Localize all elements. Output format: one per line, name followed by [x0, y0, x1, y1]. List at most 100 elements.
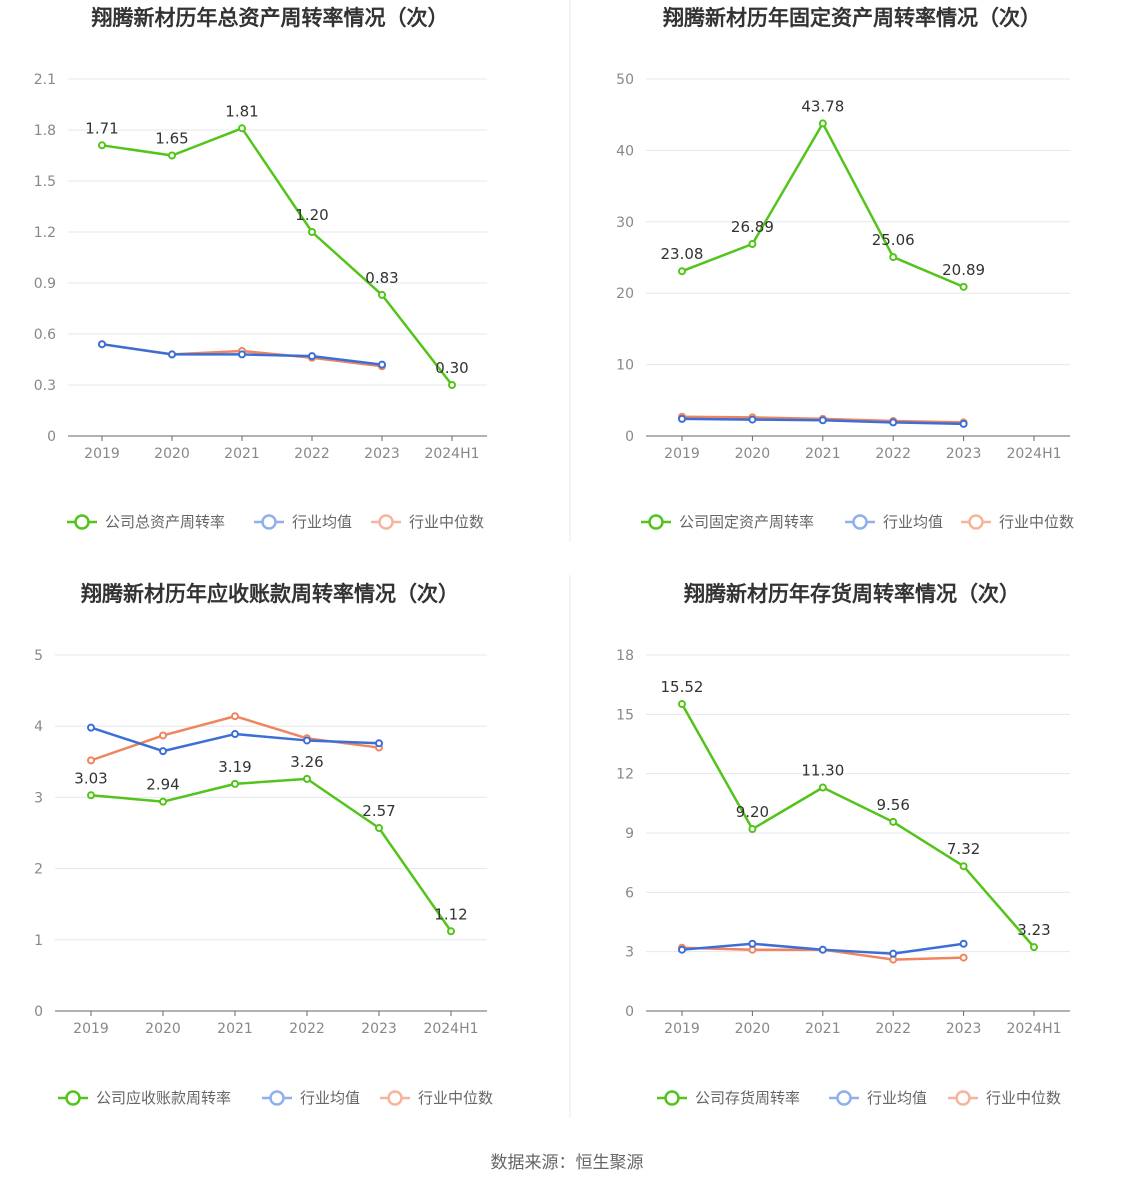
y-tick-label: 30	[616, 215, 634, 231]
data-point-company[interactable]	[447, 927, 455, 936]
data-point-company[interactable]	[168, 151, 176, 160]
chart-title: 翔腾新材历年存货周转率情况（次）	[684, 582, 1020, 606]
y-tick-label: 0	[47, 429, 56, 445]
data-point-company[interactable]	[238, 124, 246, 133]
data-point-avg[interactable]	[168, 350, 176, 359]
data-point-company[interactable]	[231, 779, 239, 788]
legend-item-median[interactable]: 行业中位数	[380, 1089, 493, 1107]
data-point-avg[interactable]	[678, 945, 686, 954]
data-point-avg[interactable]	[959, 939, 968, 948]
data-label: 9.20	[736, 803, 769, 821]
data-point-company[interactable]	[748, 240, 757, 249]
legend-item-median[interactable]: 行业中位数	[371, 513, 484, 531]
legend-label: 公司固定资产周转率	[679, 513, 814, 531]
data-point-company[interactable]	[959, 862, 968, 871]
x-tick-label: 2021	[217, 1021, 253, 1037]
x-tick-label: 2022	[289, 1021, 325, 1037]
legend-item-median[interactable]: 行业中位数	[961, 513, 1074, 531]
x-tick-label: 2023	[946, 446, 982, 462]
legend-item-company[interactable]: 公司固定资产周转率	[641, 513, 814, 531]
y-tick-label: 1.2	[34, 225, 56, 241]
data-point-avg[interactable]	[748, 415, 757, 424]
data-point-avg[interactable]	[959, 419, 968, 428]
legend-item-company[interactable]: 公司应收账款周转率	[58, 1089, 231, 1107]
data-point-avg[interactable]	[98, 340, 106, 349]
y-tick-label: 10	[616, 358, 634, 374]
data-point-company[interactable]	[818, 119, 827, 128]
data-point-company[interactable]	[98, 141, 106, 150]
y-tick-label: 15	[616, 707, 634, 723]
x-tick-label: 2019	[84, 446, 120, 462]
data-point-company[interactable]	[448, 381, 456, 389]
legend-marker	[65, 1090, 81, 1106]
data-point-avg[interactable]	[231, 730, 239, 739]
data-label: 26.89	[731, 218, 774, 236]
legend-label: 行业中位数	[418, 1089, 493, 1107]
y-tick-label: 3	[34, 790, 43, 806]
data-point-company[interactable]	[678, 700, 686, 709]
data-point-company[interactable]	[308, 228, 316, 236]
chart-panel-2: 翔腾新材历年固定资产周转率情况（次） 0 10 20 30 40 50 2019 2020 202…	[616, 6, 1074, 531]
data-point-company[interactable]	[1030, 943, 1038, 952]
data-point-median[interactable]	[159, 731, 167, 740]
y-tick-label: 6	[625, 885, 634, 901]
x-tick-label: 2019	[664, 1021, 700, 1037]
data-point-median[interactable]	[959, 953, 968, 962]
data-point-avg[interactable]	[238, 350, 246, 359]
legend-marker	[836, 1090, 852, 1106]
data-point-company[interactable]	[889, 253, 898, 262]
data-point-avg[interactable]	[818, 945, 827, 954]
source-note: 数据来源：恒生聚源	[491, 1153, 644, 1173]
legend-item-company[interactable]: 公司总资产周转率	[67, 513, 225, 531]
data-point-company[interactable]	[889, 817, 898, 826]
data-point-avg[interactable]	[375, 739, 383, 748]
legend-item-avg[interactable]: 行业均值	[262, 1089, 360, 1107]
chart-panel-4: 翔腾新材历年存货周转率情况（次） 0 3 6 9 12 15 18 2019 2020 2021 20…	[616, 582, 1070, 1107]
y-tick-label: 1	[34, 933, 43, 949]
data-point-company[interactable]	[678, 267, 686, 276]
data-label: 3.19	[218, 758, 251, 776]
y-tick-label: 40	[616, 143, 634, 159]
data-point-avg[interactable]	[748, 939, 757, 948]
data-point-company[interactable]	[87, 791, 95, 800]
y-tick-label: 1.5	[34, 174, 56, 190]
data-point-avg[interactable]	[87, 723, 95, 732]
data-point-company[interactable]	[378, 290, 386, 299]
data-point-avg[interactable]	[159, 747, 167, 756]
data-point-avg[interactable]	[678, 414, 686, 423]
legend-item-median[interactable]: 行业中位数	[948, 1089, 1061, 1107]
series-line-company	[680, 703, 1035, 948]
data-point-avg[interactable]	[889, 949, 898, 958]
data-point-median[interactable]	[231, 712, 239, 721]
data-label: 15.52	[661, 678, 704, 696]
legend-item-company[interactable]: 公司存货周转率	[657, 1089, 800, 1107]
data-point-company[interactable]	[375, 824, 383, 833]
data-label: 2.57	[362, 802, 395, 820]
y-tick-label: 0.9	[34, 276, 56, 292]
data-point-company[interactable]	[303, 774, 311, 783]
data-point-median[interactable]	[87, 756, 95, 765]
data-point-avg[interactable]	[889, 418, 898, 427]
legend-marker	[387, 1090, 403, 1106]
data-point-company[interactable]	[748, 825, 757, 834]
data-point-avg[interactable]	[818, 416, 827, 425]
x-tick-label: 2020	[735, 446, 771, 462]
legend-item-avg[interactable]: 行业均值	[845, 513, 943, 531]
data-point-avg[interactable]	[308, 352, 316, 361]
legend-item-avg[interactable]: 行业均值	[829, 1089, 927, 1107]
data-point-company[interactable]	[818, 783, 827, 792]
data-label: 23.08	[661, 245, 704, 263]
data-point-company[interactable]	[159, 797, 167, 806]
x-tick-label: 2023	[364, 446, 400, 462]
data-point-company[interactable]	[959, 282, 968, 291]
data-label: 7.32	[947, 840, 980, 858]
series-line-company	[681, 122, 965, 288]
data-point-avg[interactable]	[303, 736, 311, 745]
legend-marker	[852, 514, 868, 530]
y-tick-label: 0	[34, 1004, 43, 1020]
data-point-avg[interactable]	[378, 360, 386, 369]
legend-marker	[955, 1090, 971, 1106]
data-label: 1.12	[434, 905, 467, 923]
y-tick-label: 0	[625, 1004, 634, 1020]
legend-item-avg[interactable]: 行业均值	[254, 513, 352, 531]
